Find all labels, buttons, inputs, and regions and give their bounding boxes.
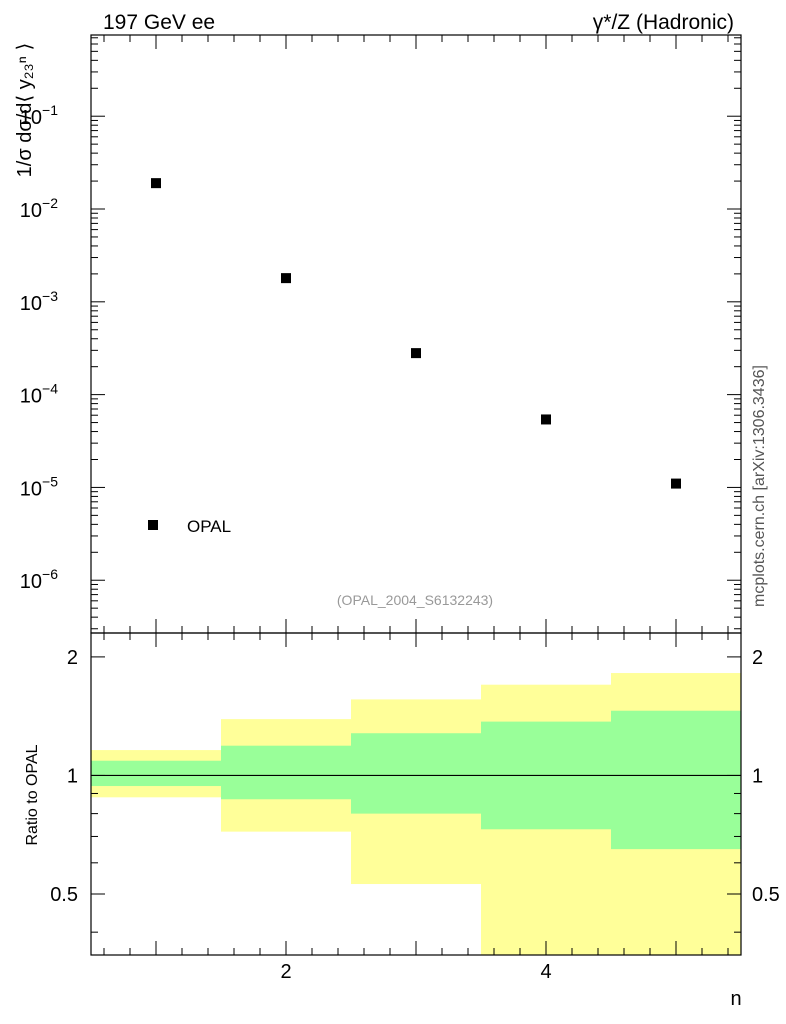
main-panel: 10−1 10−2 10−3 10−4 10−5 10−6 (20, 34, 742, 634)
main-points (151, 178, 681, 489)
main-frame (90, 34, 742, 634)
main-ticks: 10−1 10−2 10−3 10−4 10−5 10−6 (20, 35, 741, 633)
main-y-tick-label: 10−2 (20, 195, 58, 222)
ratio-y-tick-label: 1 (67, 765, 78, 787)
analysis-label: (OPAL_2004_S6132243) (337, 592, 493, 608)
ratio-frame (90, 632, 742, 956)
ratio-inner-band (351, 733, 481, 814)
main-y-tick-label: 10−4 (20, 381, 58, 408)
data-point-opal (541, 414, 551, 425)
ratio-y-tick-label-right: 1 (752, 765, 763, 787)
header-right-label: γ*/Z (Hadronic) (593, 11, 734, 34)
ratio-inner-band (611, 710, 741, 850)
main-y-tick-label: 10−1 (20, 102, 58, 129)
ratio-inner-band (221, 745, 351, 800)
main-y-tick-label: 10−3 (20, 288, 58, 315)
main-y-axis-label: 1/σ dσ/d⟨ y₂₃ⁿ ⟩ (14, 43, 36, 178)
data-point-opal (281, 273, 291, 284)
x-tick-label: 4 (540, 961, 551, 983)
ratio-y-tick-label-right: 0.5 (752, 884, 780, 906)
ratio-bands (91, 673, 741, 955)
ratio-y-axis-label: Ratio to OPAL (24, 744, 41, 845)
ratio-y-tick-label: 2 (67, 647, 78, 669)
ratio-y-tick-label: 0.5 (50, 884, 78, 906)
ratio-y-tick-label-right: 2 (752, 647, 763, 669)
x-axis-label: n (730, 988, 741, 1010)
ratio-inner-band (91, 760, 221, 787)
data-point-opal (411, 348, 421, 359)
ratio-ticks: 0.5 0.5 1 1 2 2 2 4 (50, 633, 780, 983)
ratio-panel: 0.5 0.5 1 1 2 2 2 4 (50, 632, 780, 983)
header-left-label: 197 GeV ee (103, 11, 215, 34)
data-point-opal (671, 478, 681, 489)
data-point-opal (151, 178, 161, 189)
side-label: mcplots.cern.ch [arXiv:1306.3436] (751, 365, 768, 607)
main-y-tick-label: 10−5 (20, 473, 58, 500)
legend: OPAL (148, 517, 231, 536)
legend-marker-opal (148, 520, 158, 530)
legend-label-opal: OPAL (187, 517, 231, 536)
x-tick-label: 2 (280, 961, 291, 983)
main-y-tick-label: 10−6 (20, 566, 58, 593)
